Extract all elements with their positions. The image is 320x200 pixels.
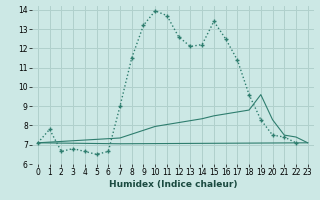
- X-axis label: Humidex (Indice chaleur): Humidex (Indice chaleur): [108, 180, 237, 189]
